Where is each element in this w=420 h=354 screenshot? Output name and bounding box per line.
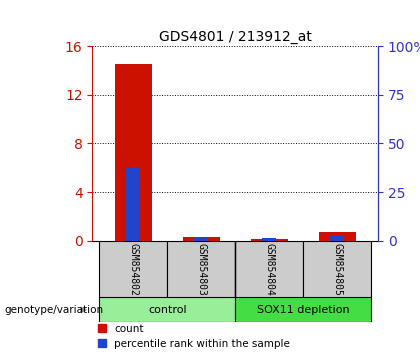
Bar [318,232,356,241]
Bar [235,297,371,322]
Bar [262,238,276,241]
Title: GDS4801 / 213912_at: GDS4801 / 213912_at [159,30,312,44]
Bar [99,297,235,322]
Text: GSM854803: GSM854803 [196,242,206,296]
Text: GSM854805: GSM854805 [332,242,342,296]
Bar [126,168,140,241]
Bar [194,237,208,241]
Text: SOX11 depletion: SOX11 depletion [257,305,349,315]
Text: control: control [148,305,186,315]
Bar [115,64,152,241]
Bar [183,237,220,241]
Bar [331,235,344,241]
Bar [303,241,371,297]
Legend: count, percentile rank within the sample: count, percentile rank within the sample [97,324,290,349]
Bar [235,241,303,297]
Bar [250,239,288,241]
Text: GSM854802: GSM854802 [128,242,138,296]
Bar [167,241,235,297]
Bar [99,241,167,297]
Text: genotype/variation: genotype/variation [4,305,103,315]
Text: GSM854804: GSM854804 [264,242,274,296]
